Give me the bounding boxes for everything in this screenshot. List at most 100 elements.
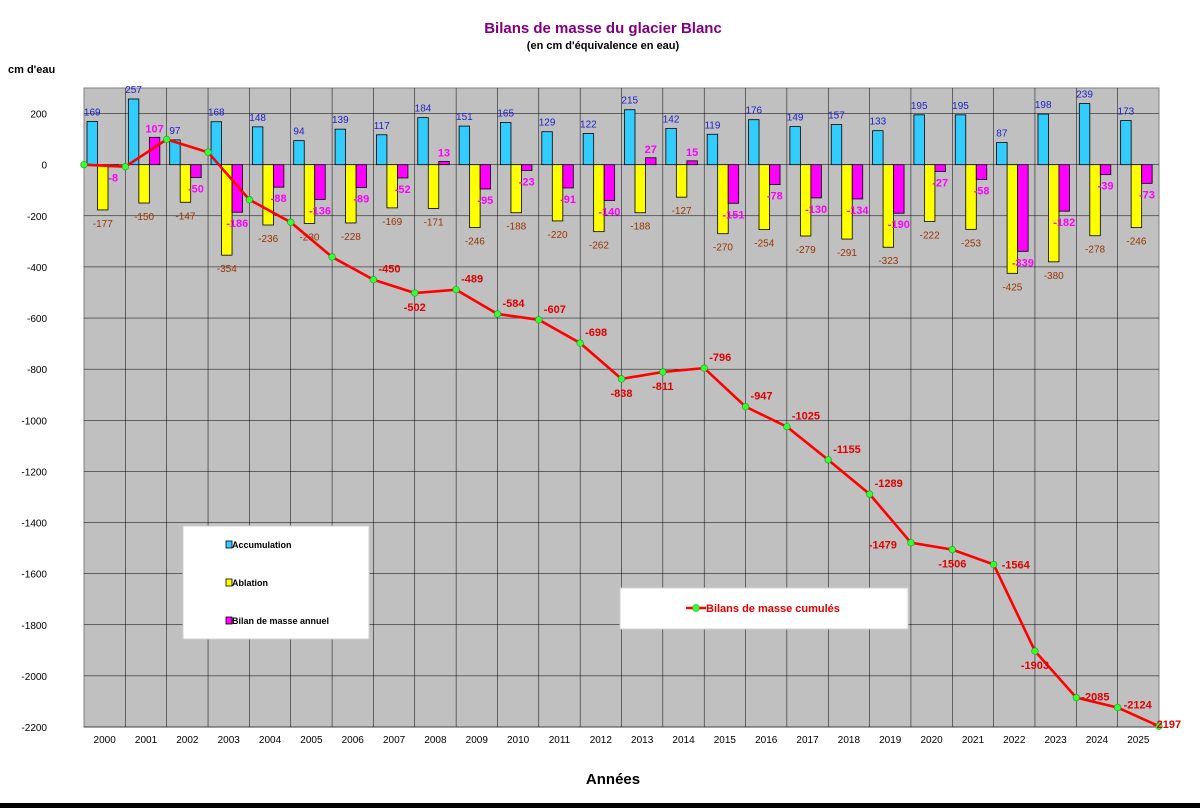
label-accumulation: 195 — [952, 101, 969, 112]
cumulative-label: -2085 — [1081, 692, 1109, 704]
label-accumulation: 87 — [996, 128, 1008, 139]
x-tick-label: 2017 — [796, 735, 819, 746]
cumulative-marker — [493, 310, 502, 318]
bar-accumulation — [334, 128, 346, 166]
label-accumulation: 122 — [580, 119, 597, 130]
label-bilan: -95 — [477, 195, 493, 207]
label-accumulation: 151 — [456, 112, 473, 123]
cumulative-marker — [948, 546, 956, 554]
cumulative-label: -584 — [502, 298, 525, 310]
label-bilan: -134 — [846, 205, 869, 217]
bar-ablation — [1089, 164, 1101, 237]
legend-box-cumulative — [619, 587, 909, 630]
bar-ablation — [469, 164, 481, 228]
cumulative-marker — [204, 148, 212, 156]
label-ablation: -236 — [258, 234, 278, 245]
bar-bilan — [314, 164, 326, 200]
label-accumulation: 97 — [169, 126, 181, 137]
legend-bars: Accumulation Ablation Bilan de masse ann… — [182, 525, 370, 640]
bar-accumulation — [541, 131, 553, 166]
cumulative-marker — [411, 289, 419, 297]
bar-accumulation — [169, 139, 181, 166]
bar-series — [86, 98, 1153, 274]
y-axis-title: cm d'eau — [8, 64, 55, 76]
bar-accumulation — [251, 126, 264, 166]
label-bilan: -73 — [1139, 189, 1155, 201]
legend-marker-cumulative — [692, 604, 700, 612]
label-ablation: -246 — [1126, 237, 1146, 248]
bar-ablation — [593, 164, 605, 233]
cumulative-marker — [328, 253, 336, 261]
legend-swatch-ablation — [225, 578, 233, 587]
label-accumulation: 142 — [663, 114, 680, 125]
label-bilan: -50 — [188, 183, 204, 195]
label-ablation: -425 — [1002, 282, 1022, 293]
bar-bilan — [893, 164, 905, 214]
label-ablation: -254 — [754, 239, 774, 250]
y-tick-label: -1800 — [21, 621, 47, 632]
label-accumulation: 176 — [745, 106, 762, 117]
bar-bilan — [934, 164, 946, 172]
label-bilan: -91 — [560, 194, 576, 206]
bar-bilan — [521, 164, 533, 171]
label-bilan: -52 — [395, 184, 411, 196]
y-tick-label: -400 — [27, 263, 47, 274]
label-ablation: -380 — [1044, 271, 1064, 282]
bar-ablation — [97, 164, 109, 211]
y-tick-label: -600 — [27, 314, 47, 325]
legend-label-ablation: Ablation — [232, 578, 268, 588]
bar-ablation — [758, 164, 770, 231]
legend-cumulative: Bilans de masse cumulés — [619, 587, 909, 630]
label-ablation: -127 — [672, 206, 692, 217]
label-accumulation: 198 — [1035, 100, 1052, 111]
bottom-border — [0, 803, 1200, 808]
legend-swatch-bilan — [225, 616, 233, 625]
label-bilan: -339 — [1012, 257, 1034, 269]
label-ablation: -253 — [961, 238, 981, 249]
y-tick-label: -2200 — [21, 723, 47, 734]
label-bilan: -190 — [888, 219, 910, 231]
cumulative-marker — [659, 368, 667, 376]
cumulative-marker — [1031, 647, 1039, 655]
cumulative-marker — [1072, 694, 1080, 702]
label-ablation: -188 — [630, 222, 650, 233]
cumulative-label: -607 — [544, 304, 566, 316]
label-accumulation: 184 — [415, 104, 432, 115]
cumulative-marker — [369, 276, 378, 284]
cumulative-label: -811 — [652, 381, 673, 393]
bar-bilan — [686, 160, 698, 166]
bar-ablation — [924, 164, 936, 222]
label-accumulation: 215 — [621, 96, 638, 107]
label-accumulation: 195 — [911, 101, 928, 112]
cumulative-marker — [1155, 722, 1163, 730]
x-tick-label: 2003 — [218, 735, 241, 746]
label-bilan: -136 — [309, 205, 331, 217]
x-tick-label: 2004 — [259, 735, 282, 746]
label-ablation: -262 — [589, 241, 609, 252]
cumulative-marker — [452, 286, 460, 294]
bar-accumulation — [913, 114, 925, 166]
y-tick-label: 200 — [30, 110, 47, 121]
cumulative-label: -450 — [378, 264, 400, 276]
y-axis-ticks: 200 0 -200 -400 -600 -800 -1000 -1200 -1400 -1600… — [21, 110, 47, 734]
legend-label-accumulation: Accumulation — [232, 540, 292, 550]
y-tick-label: -800 — [27, 365, 47, 376]
label-accumulation: 157 — [828, 111, 845, 122]
bar-bilan — [1017, 164, 1029, 252]
bar-accumulation — [417, 117, 429, 166]
label-accumulation: 133 — [869, 117, 886, 128]
bar-ablation — [841, 164, 853, 240]
bar-bilan — [1058, 164, 1070, 212]
bar-accumulation — [665, 127, 677, 166]
label-ablation: -177 — [93, 219, 113, 230]
cumulative-label: -489 — [461, 274, 483, 286]
bar-ablation — [345, 164, 357, 224]
x-tick-label: 2014 — [672, 735, 695, 746]
label-bilan: -58 — [974, 186, 990, 198]
label-bilan: -39 — [1098, 181, 1114, 193]
label-accumulation: 117 — [374, 121, 390, 132]
legend-label-bilan: Bilan de masse annuel — [232, 616, 329, 626]
bar-accumulation — [86, 121, 98, 166]
label-ablation: -228 — [341, 232, 361, 243]
